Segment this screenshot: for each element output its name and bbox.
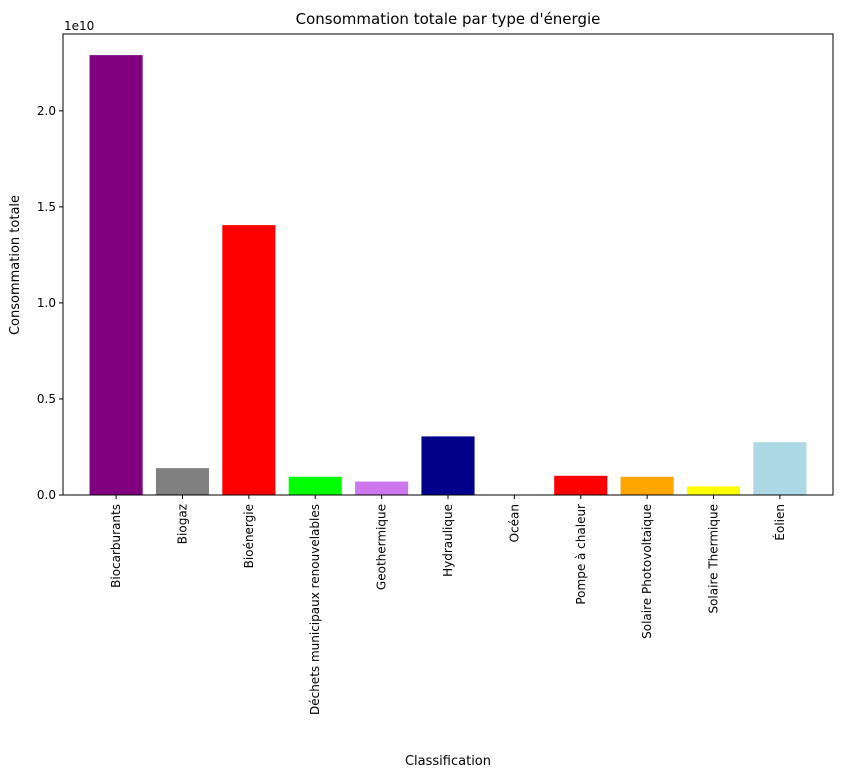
x-tick-label-4: Geothermique	[375, 504, 389, 590]
x-axis: Biocarburants Biogaz Bioénergie Déchets mun…	[109, 495, 787, 715]
y-tick-label-2: 1.0	[37, 296, 56, 310]
y-tick-label-4: 2.0	[37, 104, 56, 118]
x-tick-label-1: Biogaz	[175, 504, 189, 544]
x-tick-label-8: Solaire Photovoltaique	[640, 504, 654, 639]
bar-10	[753, 442, 807, 495]
y-tick-label-1: 0.5	[37, 392, 56, 406]
bar-4	[355, 481, 409, 495]
bar-7	[554, 475, 608, 495]
x-tick-label-0: Biocarburants	[109, 504, 123, 588]
y-axis: 0.0 0.5 1.0 1.5 2.0	[37, 104, 63, 502]
x-tick-label-5: Hydraulique	[441, 504, 455, 577]
bar-3	[288, 476, 342, 495]
chart-title: Consommation totale par type d'énergie	[296, 10, 601, 28]
bar-8	[620, 476, 674, 495]
x-tick-label-7: Pompe à chaleur	[574, 504, 588, 605]
bar-9	[686, 486, 741, 495]
x-tick-label-2: Bioénergie	[242, 504, 256, 568]
bar-5	[421, 436, 475, 495]
plot-frame	[62, 33, 834, 496]
y-axis-label: Consommation totale	[8, 195, 23, 335]
x-axis-label: Classification	[405, 754, 491, 769]
x-tick-label-3: Déchets municipaux renouvelables	[308, 504, 322, 715]
y-axis-offset-label: 1e10	[64, 19, 94, 33]
x-tick-label-9: Solaire Thermique	[707, 504, 721, 614]
bar-2	[222, 225, 276, 495]
bar-1	[155, 468, 210, 495]
x-tick-label-10: Éolien	[772, 504, 787, 541]
bar-0	[89, 55, 143, 495]
y-tick-label-3: 1.5	[37, 200, 56, 214]
x-tick-label-6: Océan	[507, 504, 521, 542]
y-tick-label-0: 0.0	[37, 488, 56, 502]
bars-layer	[89, 55, 807, 495]
